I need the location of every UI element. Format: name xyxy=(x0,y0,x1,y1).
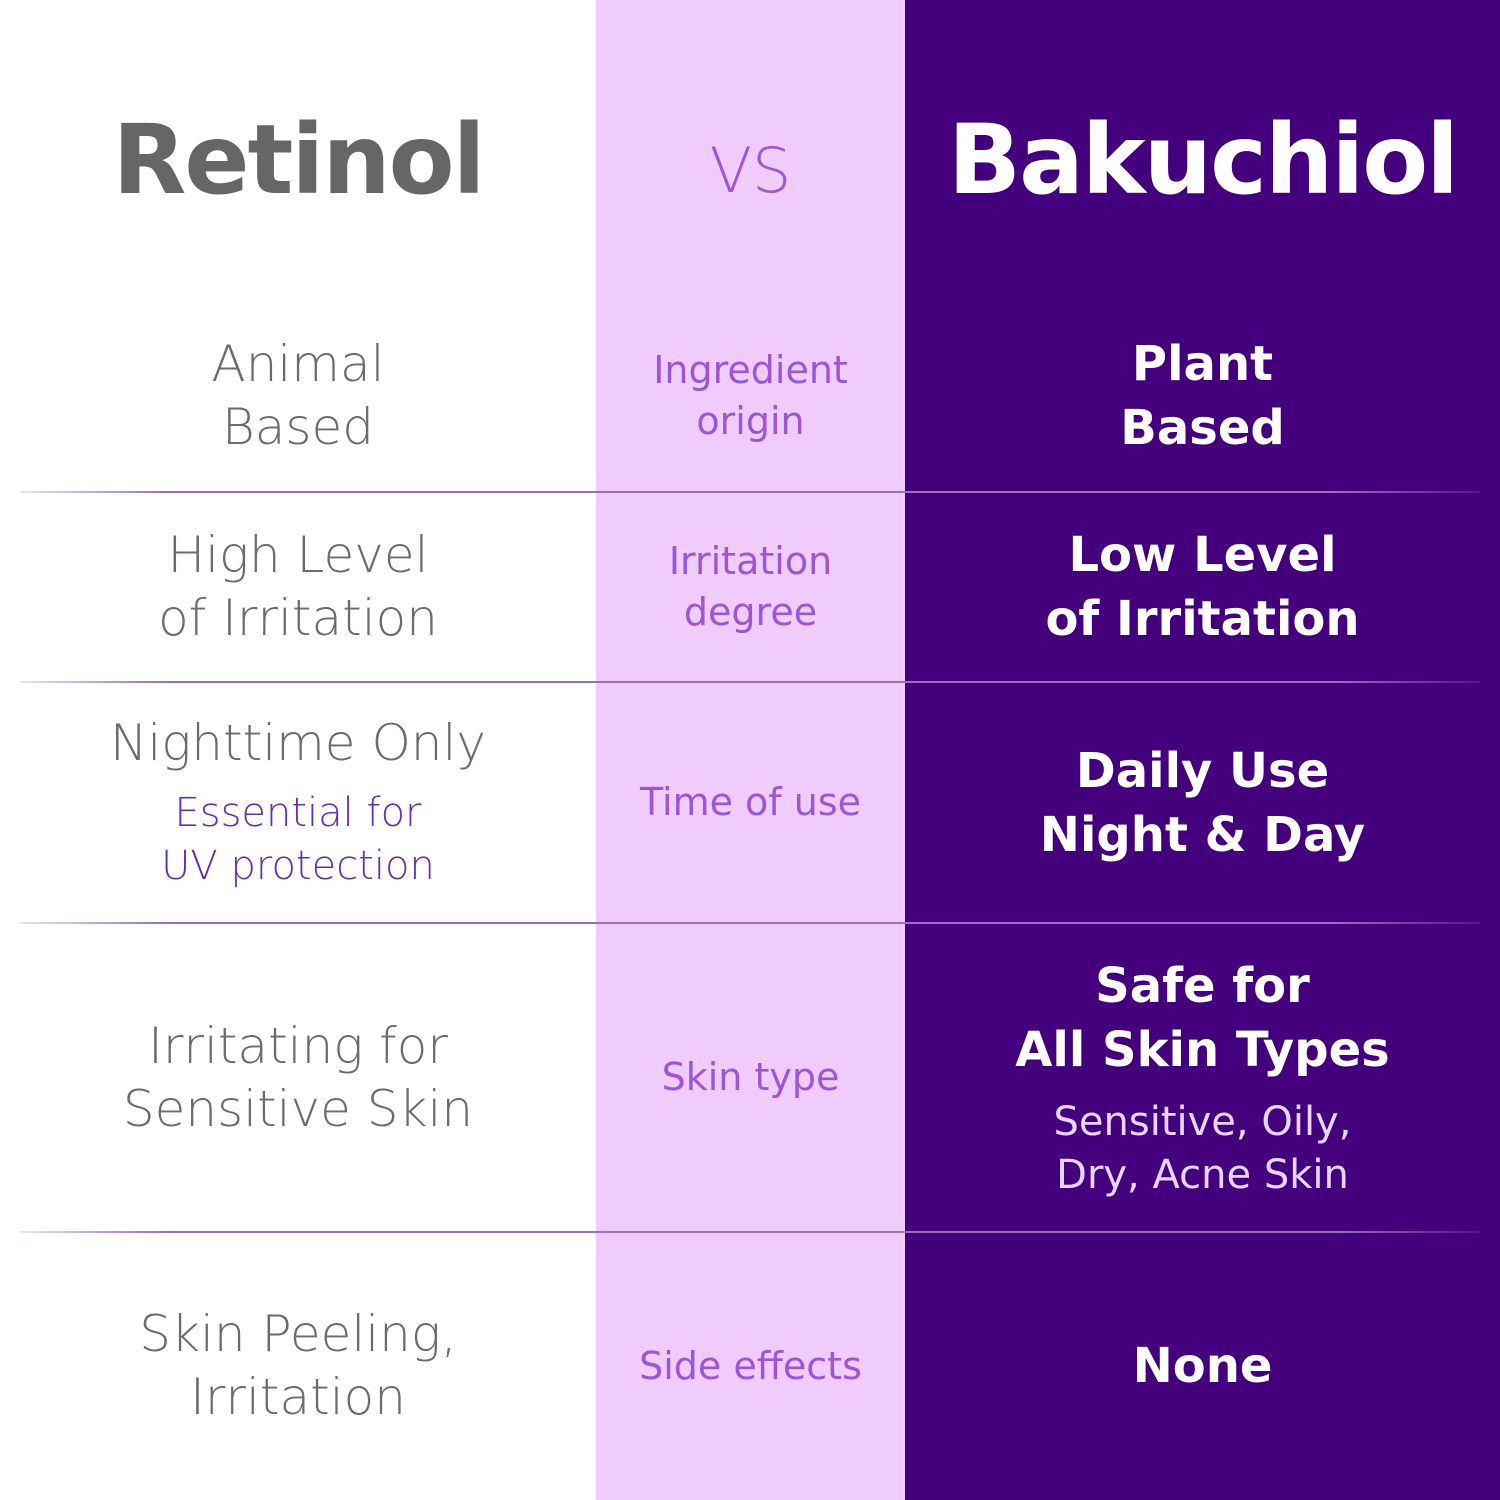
row-1-right: Plant Based xyxy=(905,300,1500,492)
row-divider xyxy=(20,922,1480,924)
row-3-left: Nighttime Only Essential for UV protection xyxy=(0,682,596,923)
row-2-left: High Level of Irritation xyxy=(0,492,596,682)
cell-text: Low Level xyxy=(1068,527,1337,583)
cell-text: Sensitive Skin xyxy=(122,1079,474,1138)
row-4-right: Safe for All Skin Types Sensitive, Oily, Dr… xyxy=(905,923,1500,1232)
row-3-middle: Time of use xyxy=(596,682,905,923)
note-text: Dry, Acne Skin xyxy=(1056,1151,1349,1198)
cell-text: Animal xyxy=(211,335,385,393)
note-text: UV protection xyxy=(161,843,435,889)
row-2-middle: Irritation degree xyxy=(596,492,905,682)
cell-text: Skin Peeling, xyxy=(139,1305,457,1363)
cell-text: Based xyxy=(1120,400,1285,456)
cell-text: Side effects xyxy=(639,1343,862,1388)
header-bakuchiol: Bakuchiol xyxy=(905,60,1500,260)
row-4-left: Irritating for Sensitive Skin xyxy=(0,923,596,1232)
retinol-title: Retinol xyxy=(112,103,485,216)
cell-text: origin xyxy=(696,399,805,443)
retinol-column xyxy=(0,0,596,1500)
cell-text: Irritation xyxy=(668,539,833,583)
cell-text: Night & Day xyxy=(1039,806,1366,863)
row-1-middle: Ingredient origin xyxy=(596,300,905,492)
row-divider xyxy=(20,491,1480,493)
cell-text: High Level xyxy=(167,526,429,584)
row-5-middle: Side effects xyxy=(596,1232,905,1500)
cell-text: of Irritation xyxy=(158,589,438,647)
cell-text: Irritating for xyxy=(148,1016,448,1075)
row-3-right: Daily Use Night & Day xyxy=(905,682,1500,923)
cell-text: Ingredient xyxy=(653,348,848,392)
cell-text: degree xyxy=(683,590,818,634)
cell-text: Nighttime Only xyxy=(110,714,486,772)
cell-text: of Irritation xyxy=(1045,591,1360,647)
cell-text: Plant xyxy=(1131,336,1274,392)
header-vs: VS xyxy=(596,70,905,270)
row-4-middle: Skin type xyxy=(596,923,905,1232)
cell-text: All Skin Types xyxy=(1015,1021,1390,1078)
row-2-right: Low Level of Irritation xyxy=(905,492,1500,682)
vs-label: VS xyxy=(709,133,792,207)
row-5-right: None xyxy=(905,1232,1500,1500)
cell-text: Daily Use xyxy=(1075,742,1330,799)
row-5-left: Skin Peeling, Irritation xyxy=(0,1232,596,1500)
bakuchiol-column xyxy=(905,0,1500,1500)
cell-note: Essential for UV protection xyxy=(161,787,435,893)
criteria-column xyxy=(596,0,905,1500)
row-divider xyxy=(20,681,1480,683)
cell-text: Based xyxy=(222,398,374,456)
cell-note: Sensitive, Oily, Dry, Acne Skin xyxy=(1054,1096,1352,1202)
cell-text: Skin type xyxy=(661,1055,840,1099)
row-1-left: Animal Based xyxy=(0,300,596,492)
cell-text: Time of use xyxy=(639,780,862,824)
header-retinol: Retinol xyxy=(0,60,596,260)
note-text: Sensitive, Oily, xyxy=(1053,1098,1352,1145)
cell-text: Safe for xyxy=(1095,957,1310,1014)
row-divider xyxy=(20,1231,1480,1233)
cell-text: Irritation xyxy=(190,1368,406,1426)
bakuchiol-title: Bakuchiol xyxy=(947,104,1459,216)
cell-text: None xyxy=(1132,1338,1273,1394)
note-text: Essential for xyxy=(174,790,422,836)
